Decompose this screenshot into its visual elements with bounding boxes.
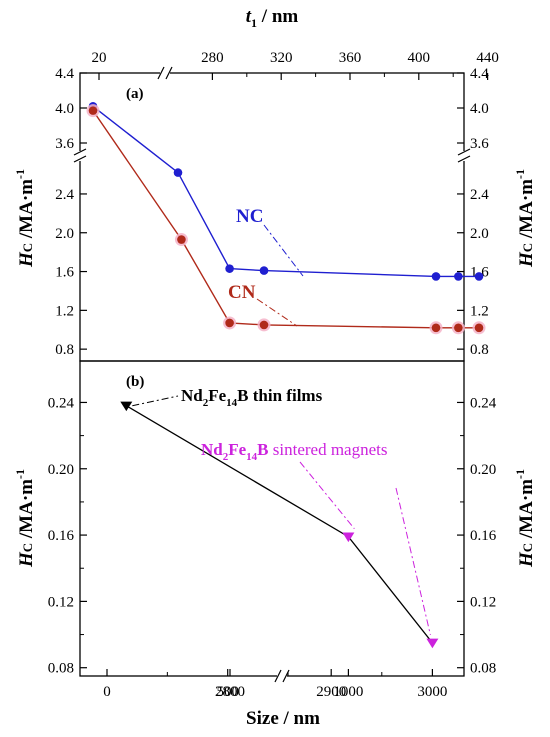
top-axis-break-slash bbox=[157, 66, 165, 80]
series-line-cn bbox=[92, 110, 479, 329]
panel-a-y-tick-label-left: 1.2 bbox=[55, 303, 74, 319]
y-axis-title-b-right: HC /MA·m-1 bbox=[513, 469, 537, 568]
y-axis-title-a-right: HC /MA·m-1 bbox=[513, 169, 537, 268]
marker-nc bbox=[259, 266, 269, 275]
panel-a-y-tick-label-left: 2.4 bbox=[55, 187, 74, 203]
top-axis-title: t1 / nm bbox=[246, 6, 299, 30]
annotation-leaders bbox=[132, 224, 431, 635]
panel-b-y-tick-label-right: 0.12 bbox=[470, 594, 496, 610]
marker-cn bbox=[431, 323, 441, 333]
bottom-axis-break-slash bbox=[274, 669, 282, 683]
top-axis-title-sub: 1 bbox=[251, 16, 257, 30]
panel-a-y-tick-label-right: 0.8 bbox=[470, 342, 489, 358]
panel-b-y-tick-label-right: 0.08 bbox=[470, 661, 496, 677]
panel-b-y-tick-label-right: 0.16 bbox=[470, 528, 497, 544]
top-axis-tick-label: 400 bbox=[408, 50, 431, 66]
panel-a-y-tick-label-right: 2.4 bbox=[470, 187, 489, 203]
bottom-axis-break-gap bbox=[277, 670, 287, 682]
top-axis-title-main: t bbox=[246, 6, 252, 27]
axis-breaks bbox=[73, 66, 471, 683]
top-axis-title-rest: / nm bbox=[257, 6, 298, 27]
marker-thin-films bbox=[120, 401, 133, 412]
panel-a-y-tick-label-left: 3.6 bbox=[55, 136, 74, 152]
panel-b-y-tick-label-right: 0.24 bbox=[470, 395, 497, 411]
panel-b-y-tick-label-left: 0.16 bbox=[48, 528, 75, 544]
marker-nc bbox=[173, 168, 183, 177]
marker-cn bbox=[177, 235, 186, 244]
panel-a-y-tick-label-left: 2.0 bbox=[55, 226, 74, 242]
x-axis-tick-label: 2900 bbox=[316, 684, 346, 700]
panel-b-y-tick-label-left: 0.12 bbox=[48, 594, 74, 610]
leader-sintered-1 bbox=[299, 461, 355, 530]
x-axis-tick-label: 2800 bbox=[215, 684, 245, 700]
series-line-nc bbox=[92, 105, 479, 278]
marker-cn bbox=[259, 320, 269, 330]
series-label-nc: NC bbox=[236, 206, 263, 227]
panel-a-right-break-slash bbox=[457, 148, 471, 156]
marker-cn bbox=[225, 318, 234, 328]
panel-a-left-break-gap bbox=[74, 151, 86, 161]
panel-a-y-tick-label-left: 1.6 bbox=[55, 265, 74, 281]
bottom-axis-break-slash bbox=[282, 669, 290, 683]
marker-nc bbox=[431, 272, 441, 281]
panel-a-y-tick-label-right: 1.2 bbox=[470, 303, 489, 319]
panel-a-frame bbox=[79, 72, 465, 362]
top-axis-break-gap bbox=[160, 67, 170, 79]
panel-b-y-tick-label-left: 0.20 bbox=[48, 462, 74, 478]
panel-a-label: (a) bbox=[126, 86, 144, 102]
panel-b-frame bbox=[79, 360, 465, 677]
x-axis-tick-label: 0 bbox=[103, 684, 111, 700]
series-lines bbox=[92, 105, 479, 644]
marker-cn bbox=[474, 323, 484, 333]
panel-a-left-break-slash bbox=[73, 148, 87, 156]
panel-a-y-tick-label-right: 3.6 bbox=[470, 136, 489, 152]
top-axis-tick-label: 440 bbox=[476, 50, 499, 66]
panel-a-right-break-slash bbox=[457, 155, 471, 163]
marker-sintered-magnets bbox=[426, 638, 439, 649]
top-axis-tick-label: 280 bbox=[201, 50, 224, 66]
x-axis-tick-label: 3000 bbox=[417, 684, 447, 700]
marker-sintered-magnets bbox=[342, 532, 355, 543]
leader-thin-films bbox=[132, 395, 179, 407]
panel-a-y-tick-label-right: 4.0 bbox=[470, 101, 489, 117]
series-label-sintered: Nd2Fe14B sintered magnets bbox=[201, 440, 387, 463]
y-axis-title-a-left: HC /MA·m-1 bbox=[13, 169, 37, 268]
marker-nc bbox=[454, 272, 463, 281]
data-markers bbox=[86, 101, 486, 649]
series-label-thin-films: Nd2Fe14B thin films bbox=[181, 386, 323, 409]
top-axis-break-slash bbox=[165, 66, 173, 80]
panel-b-y-tick-label-left: 0.24 bbox=[48, 395, 75, 411]
line-break-gap bbox=[160, 131, 172, 140]
x-axis-tick-label: 500 bbox=[216, 684, 239, 700]
panel-a-y-tick-label-right: 2.0 bbox=[470, 226, 489, 242]
leader-sintered-2 bbox=[395, 487, 431, 635]
panel-a-right-break-gap bbox=[458, 151, 470, 161]
leader-nc bbox=[263, 224, 304, 277]
marker-cn bbox=[88, 106, 98, 115]
leader-cn bbox=[256, 298, 298, 327]
series-label-cn: CN bbox=[228, 282, 256, 303]
top-axis-tick-label: 20 bbox=[92, 50, 107, 66]
panel-a-y-tick-label-left: 0.8 bbox=[55, 342, 74, 358]
marker-nc bbox=[225, 264, 234, 273]
marker-nc bbox=[474, 272, 484, 281]
panel-a-y-tick-label-left: 4.4 bbox=[55, 66, 74, 82]
y-axis-title-b-left: HC /MA·m-1 bbox=[13, 469, 37, 568]
panel-a-y-tick-label-left: 4.0 bbox=[55, 101, 74, 117]
panel-a-y-tick-label-right: 4.4 bbox=[470, 66, 489, 82]
top-axis-tick-label: 320 bbox=[270, 50, 293, 66]
panel-b-label: (b) bbox=[126, 374, 144, 390]
panel-b-y-tick-label-right: 0.20 bbox=[470, 462, 496, 478]
line-break-gap bbox=[276, 560, 288, 574]
top-axis-tick-label: 360 bbox=[339, 50, 362, 66]
x-axis-title: Size / nm bbox=[246, 708, 320, 729]
panel-b-y-tick-label-left: 0.08 bbox=[48, 661, 74, 677]
marker-cn bbox=[454, 323, 463, 333]
x-axis-tick-label: 1000 bbox=[333, 684, 363, 700]
panel-a-left-break-slash bbox=[73, 155, 87, 163]
